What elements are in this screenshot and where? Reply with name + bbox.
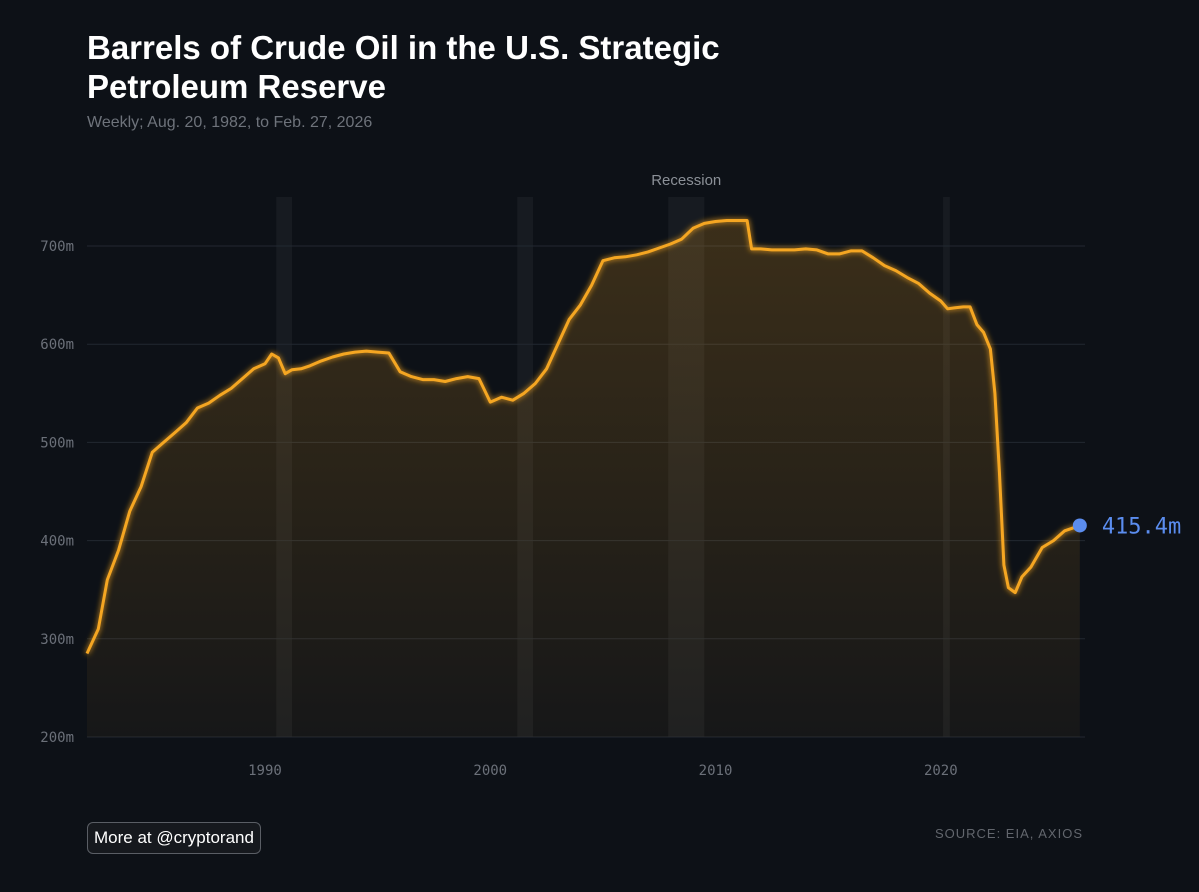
- y-tick-label: 600m: [40, 337, 74, 353]
- y-tick-label: 300m: [40, 632, 74, 648]
- chart-title: Barrels of Crude Oil in the U.S. Strateg…: [87, 29, 720, 105]
- x-tick-label: 2010: [699, 763, 733, 779]
- series-line: [85, 219, 1081, 655]
- more-link-button[interactable]: More at @cryptorand: [87, 822, 261, 854]
- y-tick-label: 700m: [40, 239, 74, 255]
- source-credit: SOURCE: EIA, AXIOS: [934, 826, 1083, 841]
- recession-label: Recession: [651, 172, 721, 189]
- y-tick-label: 200m: [40, 730, 74, 746]
- y-tick-label: 400m: [40, 534, 74, 550]
- x-tick-label: 2000: [473, 763, 507, 779]
- chart-subtitle: Weekly; Aug. 20, 1982, to Feb. 27, 2026: [87, 114, 373, 131]
- end-point-marker: [1072, 518, 1087, 533]
- x-tick-label: 2020: [924, 763, 958, 779]
- x-tick-label: 1990: [248, 763, 282, 779]
- area-fill: [87, 220, 1080, 737]
- y-tick-label: 500m: [40, 435, 74, 451]
- end-value-label: 415.4m: [1102, 514, 1181, 539]
